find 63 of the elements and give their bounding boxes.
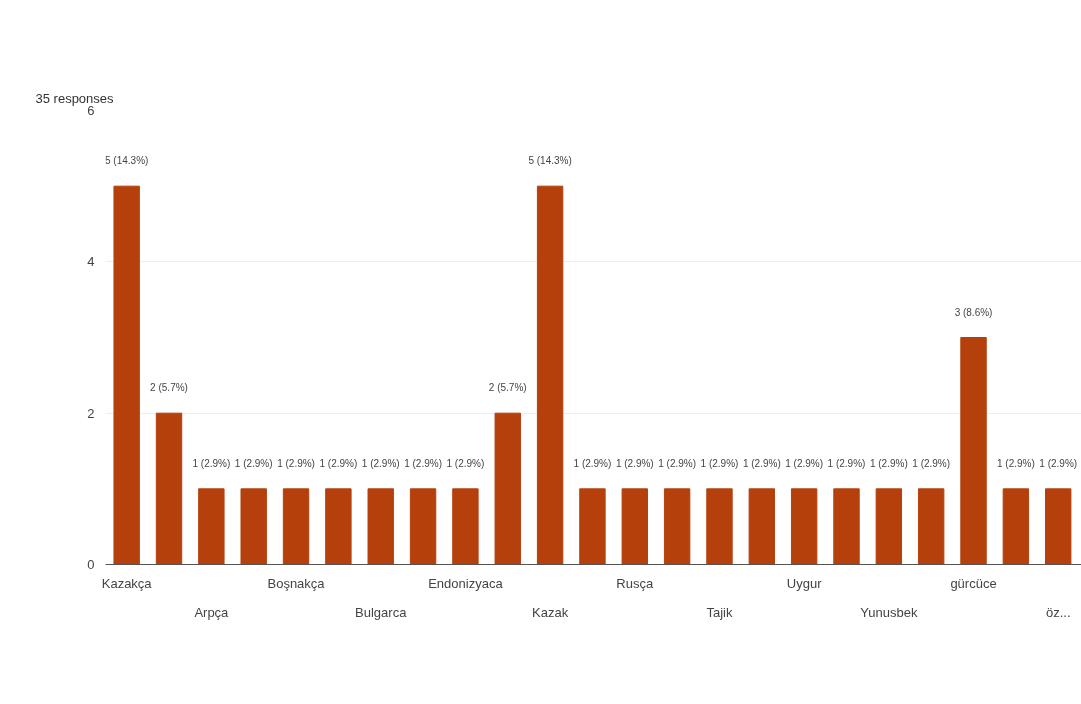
- data-label: 1 (2.9%): [1039, 457, 1078, 469]
- y-tick-label: 2: [87, 405, 95, 421]
- data-label: 1 (2.9%): [827, 457, 866, 469]
- bar: [960, 337, 987, 565]
- bar: [282, 488, 310, 565]
- data-label: 1 (2.9%): [404, 457, 442, 469]
- bar: [409, 488, 437, 565]
- bar: [1045, 488, 1072, 565]
- bar: [452, 488, 479, 565]
- data-label: 1 (2.9%): [319, 457, 358, 469]
- data-label: 1 (2.9%): [742, 457, 781, 469]
- x-tick-label: Tajik: [706, 604, 733, 620]
- data-label: 1 (2.9%): [192, 457, 231, 469]
- x-tick-label: Rusça: [616, 575, 654, 591]
- data-label: 5 (14.3%): [528, 155, 572, 167]
- data-label: 5 (14.3%): [104, 155, 149, 167]
- bar: [113, 185, 140, 565]
- x-tick-label: Boşnakça: [267, 575, 326, 591]
- bar: [790, 488, 818, 565]
- data-label: 1 (2.9%): [996, 457, 1035, 469]
- x-tick-label: gürcüce: [950, 575, 997, 591]
- bar: [1002, 488, 1030, 565]
- bar: [663, 488, 691, 565]
- x-tick-label: öz...: [1045, 604, 1071, 620]
- x-tick-label: Kazakça: [101, 575, 153, 591]
- x-tick-label: Bulgarca: [355, 604, 408, 620]
- data-label: 1 (2.9%): [615, 457, 654, 469]
- y-tick-label: 6: [87, 103, 95, 118]
- x-tick-label: Arpça: [194, 604, 230, 620]
- data-label: 2 (5.7%): [488, 382, 527, 394]
- data-label: 2 (5.7%): [150, 382, 188, 394]
- data-label: 1 (2.9%): [234, 457, 273, 469]
- y-tick-label: 4: [87, 254, 95, 270]
- chart-title: 35 responses: [35, 90, 115, 106]
- y-tick-label: 0: [87, 557, 95, 572]
- bar: [706, 488, 733, 565]
- data-label: 1 (2.9%): [912, 457, 951, 469]
- bar: [748, 488, 776, 565]
- x-tick-label: Endonizyaca: [428, 575, 504, 591]
- data-label: 1 (2.9%): [869, 457, 908, 469]
- x-tick-label: Kazak: [532, 604, 569, 620]
- bar: [917, 488, 945, 565]
- bar: [833, 488, 860, 565]
- data-label: 1 (2.9%): [277, 457, 315, 469]
- bar: [621, 488, 648, 565]
- data-label: 1 (2.9%): [573, 457, 612, 469]
- bar: [198, 488, 225, 565]
- bar: [240, 488, 267, 565]
- data-label: 1 (2.9%): [785, 457, 824, 469]
- bar: [325, 488, 352, 565]
- bar: [155, 412, 183, 565]
- bar: [536, 185, 564, 565]
- data-label: 1 (2.9%): [446, 457, 485, 469]
- bar: [494, 412, 521, 565]
- bar: [579, 488, 606, 565]
- x-tick-label: Yunusbek: [860, 604, 918, 620]
- data-label: 1 (2.9%): [700, 457, 739, 469]
- x-tick-label: Uygur: [786, 575, 823, 591]
- data-label: 1 (2.9%): [361, 457, 400, 469]
- bar: [367, 488, 394, 565]
- data-label: 1 (2.9%): [658, 457, 697, 469]
- data-label: 3 (8.6%): [954, 306, 993, 318]
- bar: [875, 488, 903, 565]
